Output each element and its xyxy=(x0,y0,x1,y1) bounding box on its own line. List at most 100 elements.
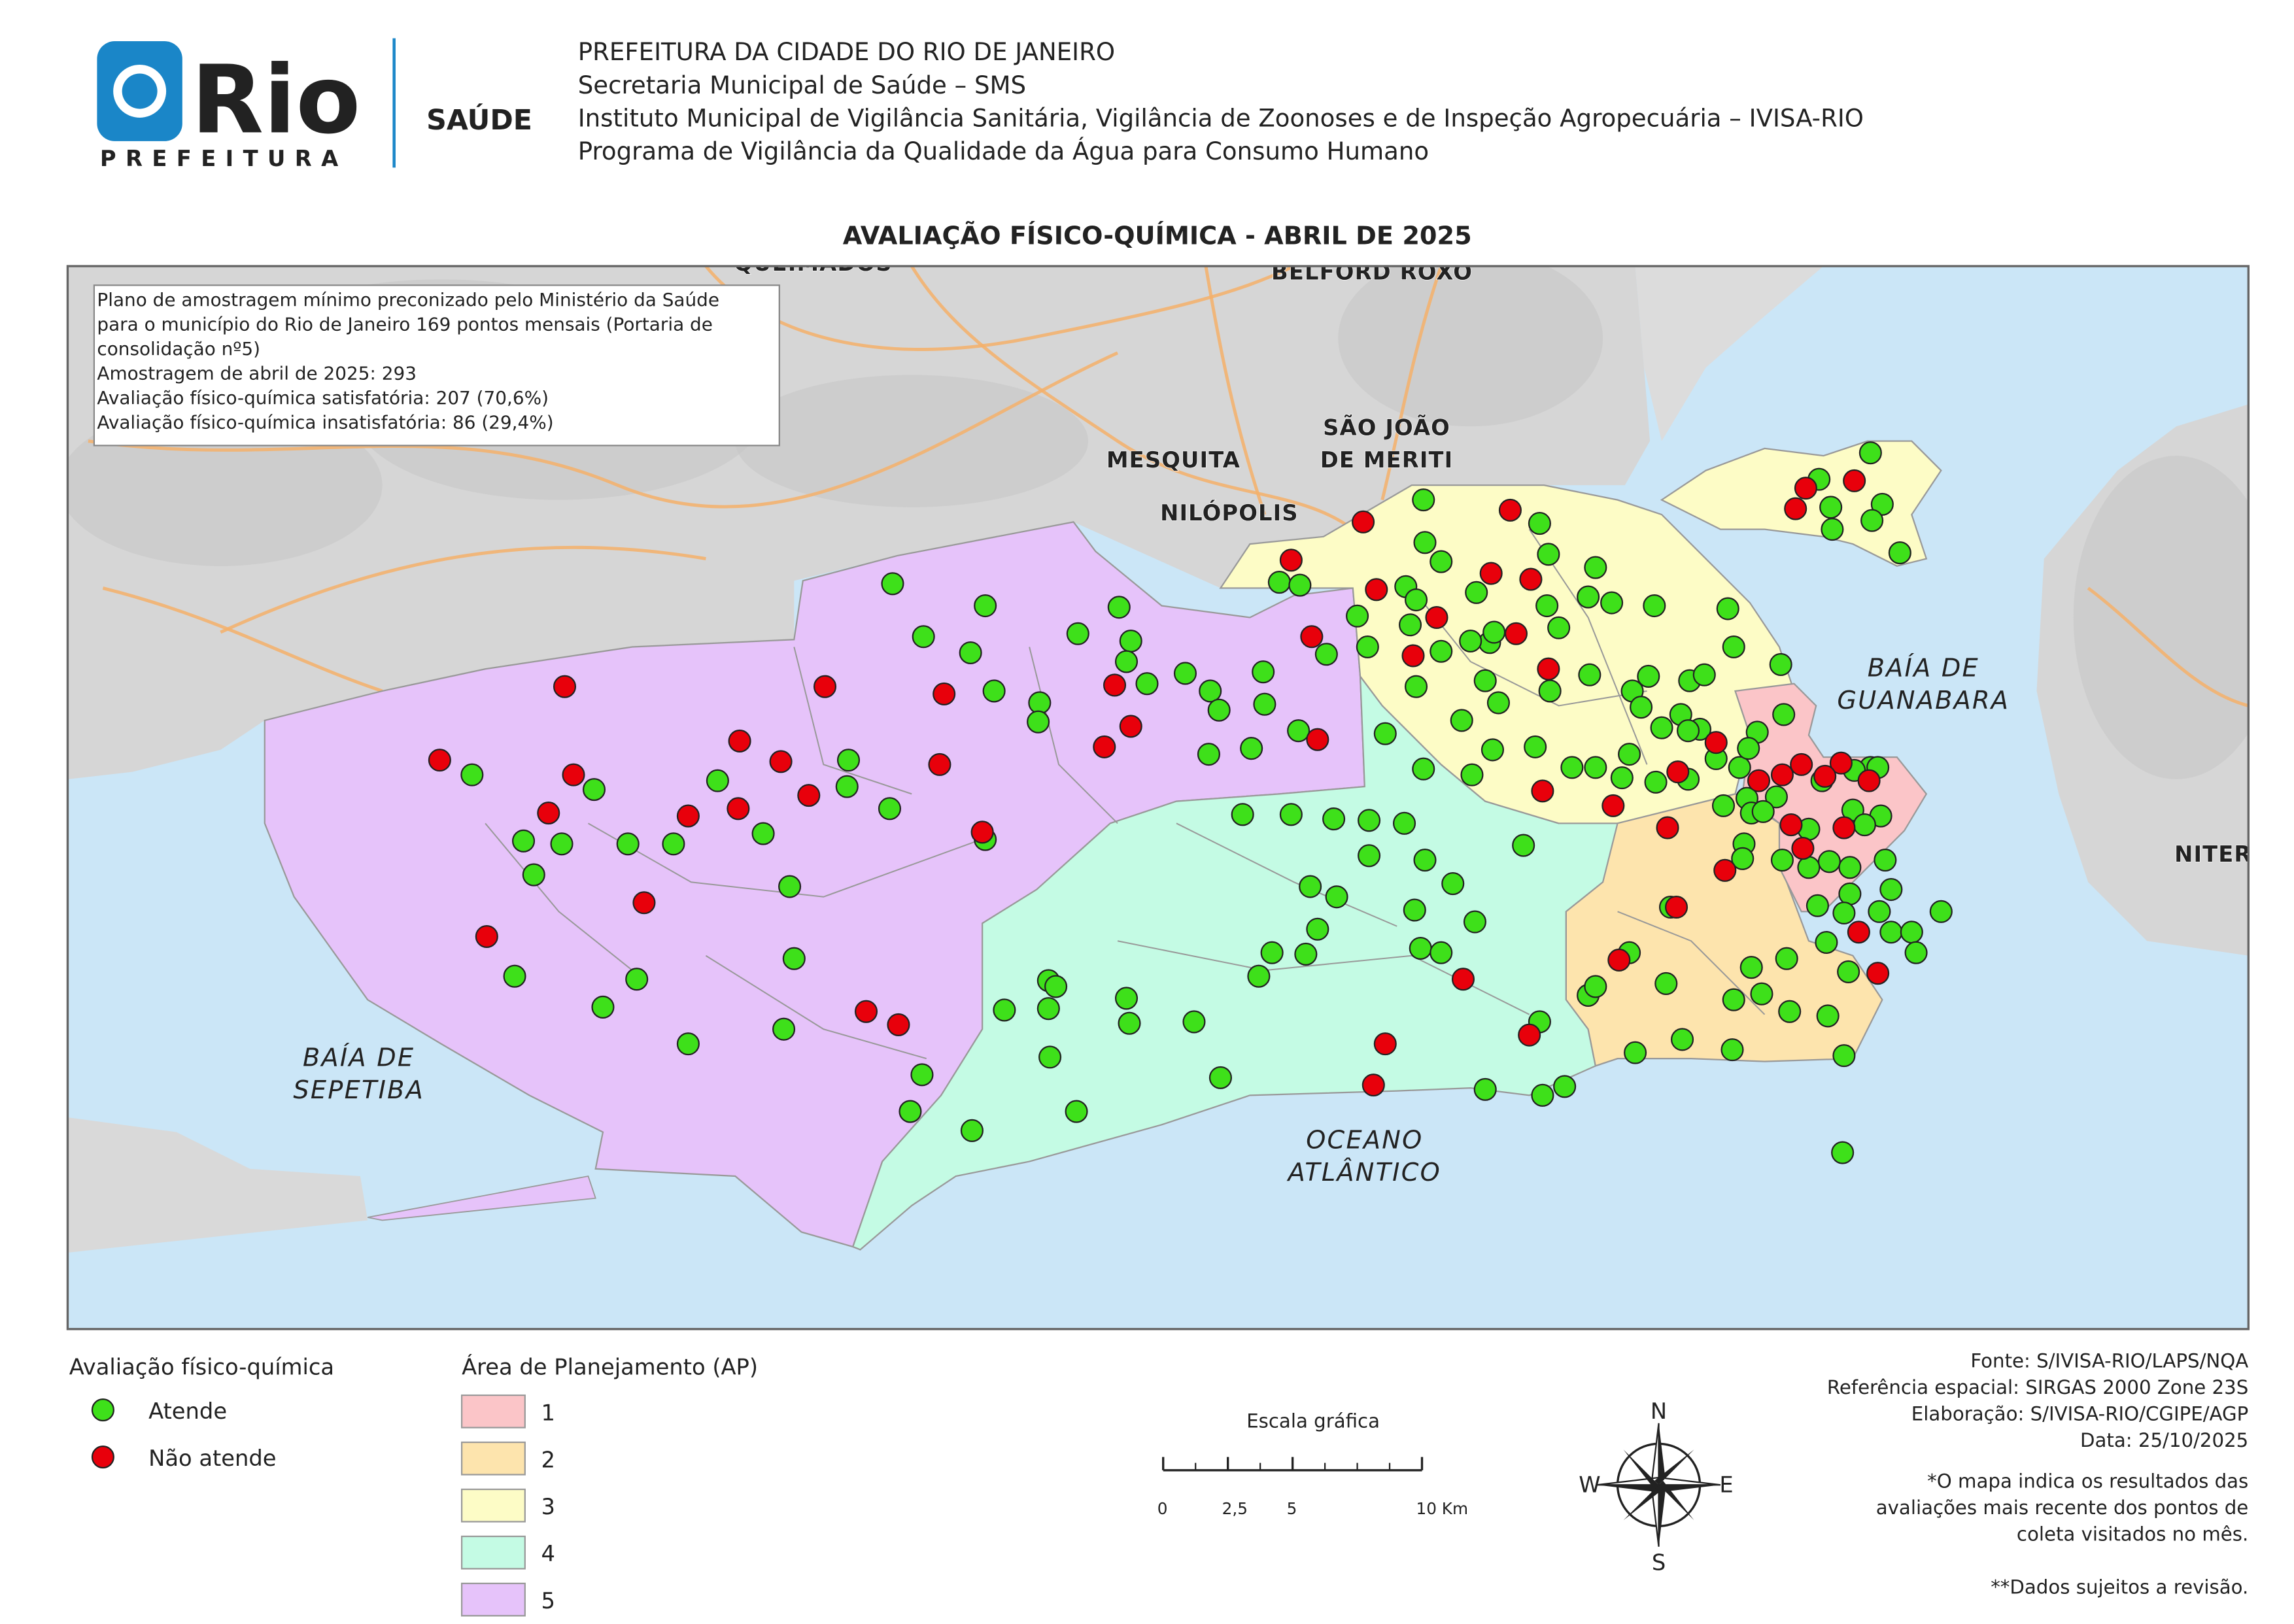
sample-point xyxy=(1624,1041,1647,1064)
logo-text: Rio xyxy=(191,44,360,154)
sample-point xyxy=(1531,1083,1554,1107)
sample-point xyxy=(1637,664,1660,688)
sample-point xyxy=(1770,849,1794,872)
sample-point xyxy=(1373,1032,1397,1056)
sample-point xyxy=(1459,629,1482,653)
sample-point xyxy=(728,729,751,753)
scale-title: Escala gráfica xyxy=(1246,1410,1380,1432)
scale-label: 5 xyxy=(1287,1499,1297,1518)
sample-point xyxy=(1650,716,1673,739)
sample-point xyxy=(974,594,997,618)
sample-point xyxy=(1553,1075,1577,1098)
sample-point xyxy=(933,682,956,705)
sample-point xyxy=(1103,673,1127,697)
sample-point xyxy=(553,675,577,698)
sample-point xyxy=(1107,596,1131,619)
road xyxy=(910,266,1354,531)
sample-point xyxy=(582,778,606,802)
compass-point xyxy=(1597,1485,1659,1493)
sample-point xyxy=(1504,622,1528,645)
sample-point xyxy=(1322,807,1346,831)
sample-point xyxy=(1038,1045,1062,1069)
sample-point xyxy=(1821,518,1844,541)
sample-point xyxy=(1498,498,1522,522)
sample-point xyxy=(475,924,498,949)
sample-point xyxy=(1584,975,1607,998)
sample-point xyxy=(1036,997,1060,1021)
sample-point xyxy=(1779,813,1803,837)
sample-point xyxy=(1866,962,1890,985)
sample-point xyxy=(1832,1044,1856,1068)
legend-symbol xyxy=(91,1445,114,1469)
legend-title: Avaliação físico-química xyxy=(69,1355,334,1380)
city-label: SÃO JOÃO xyxy=(1323,414,1450,441)
sample-point xyxy=(1207,698,1231,722)
sample-point xyxy=(1518,1023,1541,1047)
header-line: Instituto Municipal de Vigilância Sanitá… xyxy=(578,104,1864,132)
sample-point xyxy=(1028,691,1052,715)
sample-point xyxy=(1473,1077,1497,1101)
sample-point xyxy=(616,832,640,856)
sample-point xyxy=(1288,573,1312,597)
credit-line: Fonte: S/IVISA-RIO/LAPS/NQA xyxy=(1970,1349,2248,1372)
info-line: para o município do Rio de Janeiro 169 p… xyxy=(97,313,712,335)
sample-point xyxy=(1720,1038,1744,1062)
compass-point xyxy=(1658,1485,1666,1547)
sample-point xyxy=(1578,663,1601,686)
sample-point xyxy=(1815,930,1838,955)
sample-point xyxy=(959,641,982,665)
water-label: ATLÂNTICO xyxy=(1286,1157,1441,1187)
sample-point xyxy=(1584,756,1607,779)
sample-point xyxy=(1425,605,1448,630)
sample-point xyxy=(1838,882,1862,905)
sample-point xyxy=(782,947,806,970)
sample-point xyxy=(1888,541,1911,565)
sample-point xyxy=(512,829,536,853)
sample-point xyxy=(1403,898,1426,922)
sample-point xyxy=(1794,477,1817,500)
sample-point xyxy=(751,822,775,845)
compass-diagonal xyxy=(1658,1480,1694,1521)
sample-point xyxy=(1831,1141,1855,1164)
legend-label: 5 xyxy=(541,1588,555,1614)
sample-point xyxy=(1817,850,1841,873)
district-border xyxy=(1176,822,1397,927)
sample-point xyxy=(1610,766,1634,790)
water-label: BAÍA DE xyxy=(303,1041,415,1072)
relief xyxy=(2073,456,2249,779)
sample-point xyxy=(797,784,821,807)
water-label: GUANABARA xyxy=(1837,686,2010,715)
sample-point xyxy=(1837,960,1860,983)
sample-point xyxy=(778,875,802,898)
sample-point xyxy=(1816,1004,1840,1028)
sample-point xyxy=(1775,947,1798,970)
sample-point xyxy=(1737,737,1760,760)
sample-point xyxy=(1325,885,1348,909)
sample-point xyxy=(887,1013,910,1036)
sample-point xyxy=(836,749,861,772)
sample-point xyxy=(1879,877,1903,902)
note-line: coleta visitados no mês. xyxy=(2017,1523,2248,1546)
sample-point xyxy=(1519,567,1543,591)
sample-point xyxy=(1676,719,1700,743)
sample-point xyxy=(960,1119,984,1142)
sample-point xyxy=(1547,616,1571,639)
sample-point xyxy=(503,964,526,988)
sample-point xyxy=(1868,900,1891,923)
sample-point xyxy=(1751,800,1775,823)
sample-point xyxy=(1722,635,1745,659)
sample-point xyxy=(1299,875,1322,898)
sample-point xyxy=(1404,675,1428,698)
sample-point xyxy=(1704,731,1728,754)
sample-point xyxy=(1413,531,1437,554)
sample-point xyxy=(1412,488,1435,512)
legend-swatch xyxy=(460,1535,526,1570)
dept: SAÚDE xyxy=(426,103,532,137)
district-border xyxy=(485,822,633,972)
sample-point xyxy=(1294,942,1318,966)
sample-point xyxy=(1412,757,1435,781)
sample-point xyxy=(910,1063,934,1087)
info-line: Plano de amostragem mínimo preconizado p… xyxy=(97,289,719,311)
sample-point xyxy=(591,995,615,1019)
